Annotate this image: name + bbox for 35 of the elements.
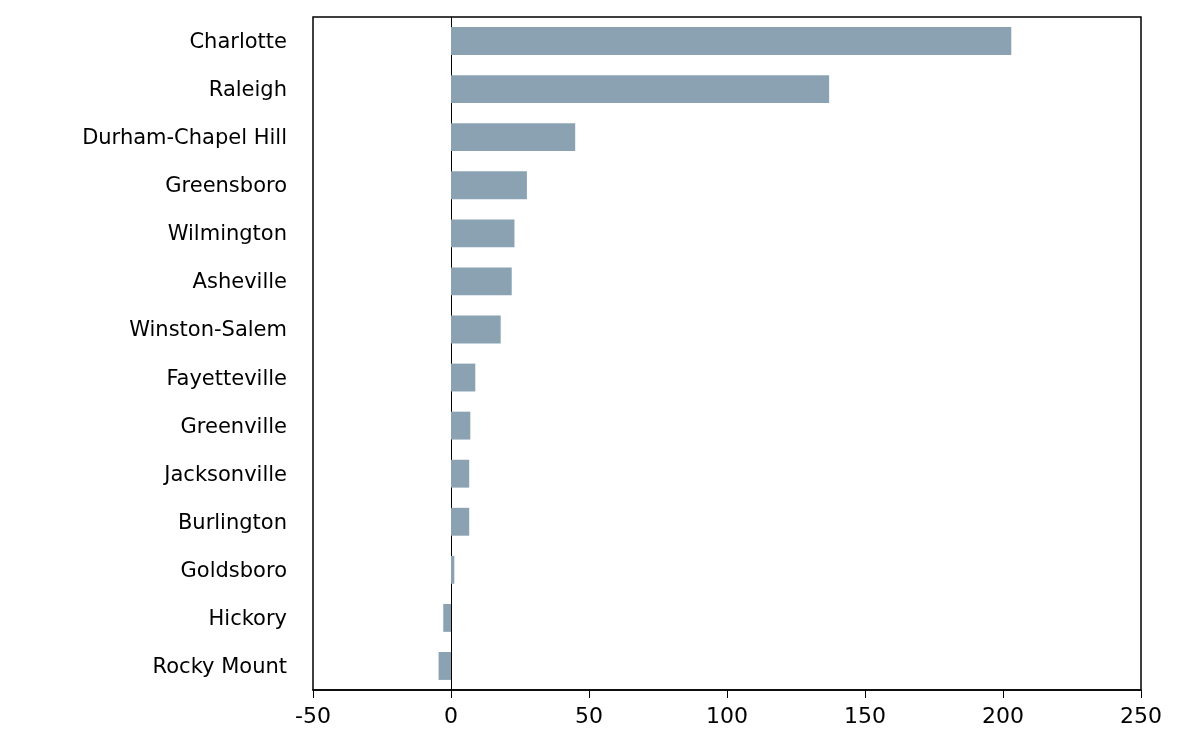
y-tick-label: Fayetteville (166, 365, 287, 390)
x-tick-label: 200 (982, 702, 1024, 728)
bar (451, 411, 471, 440)
y-tick-label: Greensboro (165, 173, 287, 198)
y-tick-label: Raleigh (208, 77, 287, 102)
y-tick-label: Charlotte (189, 29, 287, 54)
bar (438, 652, 451, 680)
bar (451, 363, 476, 392)
bar (451, 459, 470, 488)
y-tick-label: Jacksonville (162, 461, 287, 486)
bar (451, 171, 527, 200)
bar (451, 123, 576, 152)
y-tick-label: Goldsboro (180, 557, 287, 582)
x-tick-label: 100 (706, 702, 748, 728)
y-tick-label: Hickory (208, 605, 287, 630)
bar (451, 267, 512, 296)
bar (451, 315, 501, 344)
y-tick-label: Durham-Chapel Hill (82, 125, 287, 150)
y-tick-label: Burlington (177, 509, 287, 534)
bar (451, 27, 1012, 55)
bar (451, 75, 830, 104)
x-tick-label: 50 (575, 702, 603, 728)
y-tick-label: Asheville (192, 269, 287, 294)
y-tick-label: Wilmington (167, 221, 287, 246)
y-tick-label: Rocky Mount (152, 653, 287, 678)
x-tick-label: 250 (1120, 702, 1162, 728)
bar (443, 603, 451, 632)
x-tick-label: -50 (295, 702, 331, 728)
bar (451, 555, 455, 584)
x-tick-label: 0 (444, 702, 458, 728)
y-tick-label: Greenville (180, 413, 287, 438)
x-tick-label: 150 (844, 702, 886, 728)
bar (451, 219, 515, 248)
bar (451, 507, 470, 536)
y-tick-label: Winston-Salem (129, 317, 287, 342)
